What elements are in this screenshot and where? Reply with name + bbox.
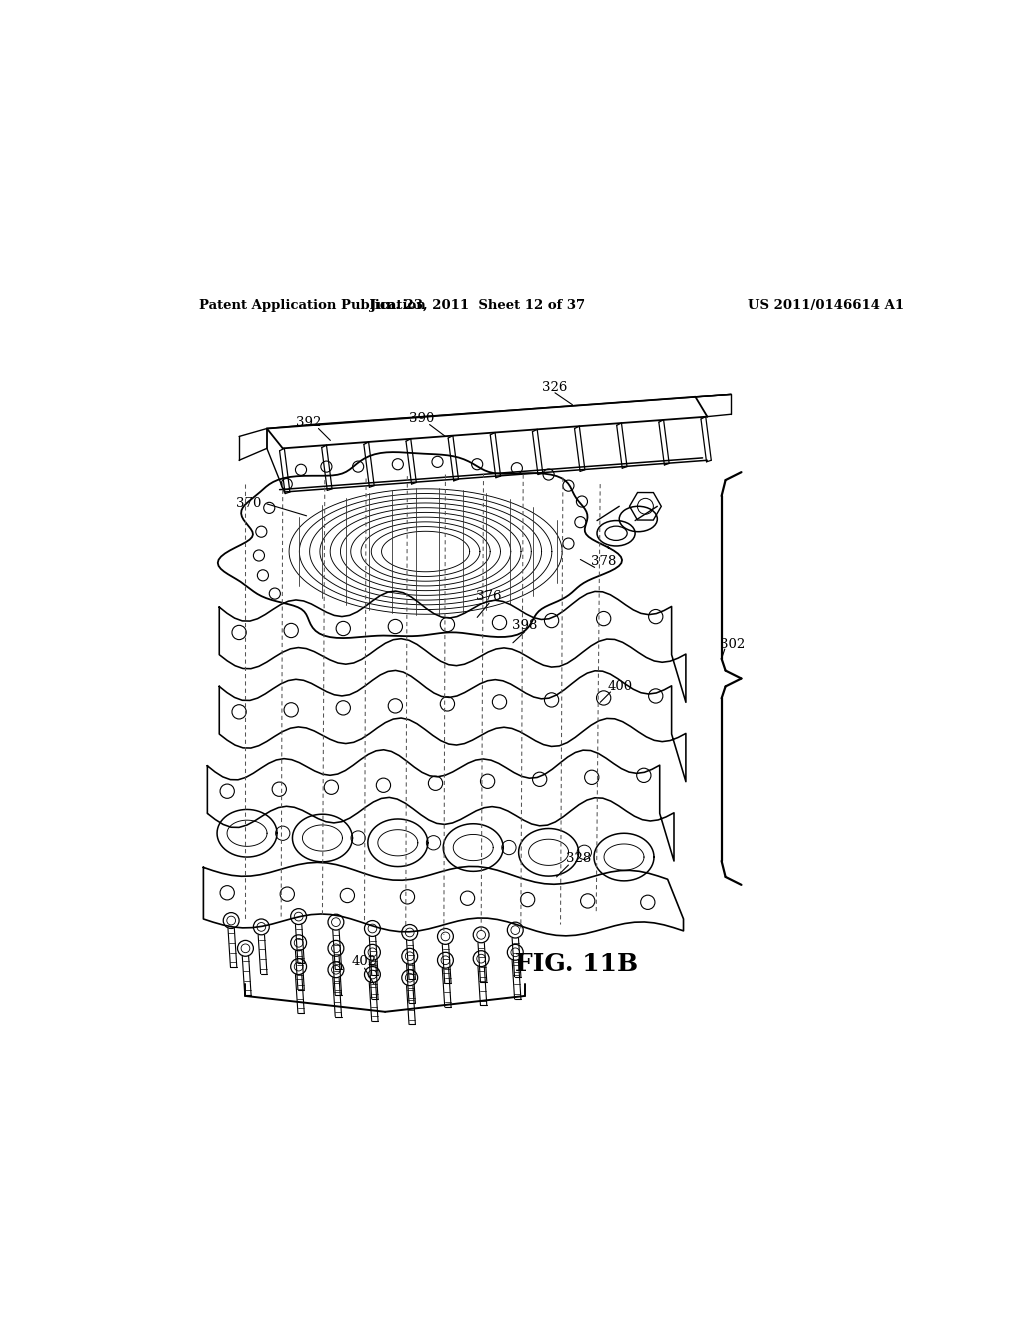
- Text: US 2011/0146614 A1: US 2011/0146614 A1: [749, 300, 904, 312]
- Text: 400: 400: [607, 680, 633, 693]
- Text: 326: 326: [543, 380, 567, 393]
- Text: 378: 378: [592, 556, 616, 569]
- Text: 392: 392: [296, 416, 322, 429]
- Text: FIG. 11B: FIG. 11B: [515, 952, 638, 977]
- Text: 376: 376: [476, 590, 502, 603]
- Text: Jun. 23, 2011  Sheet 12 of 37: Jun. 23, 2011 Sheet 12 of 37: [370, 300, 585, 312]
- Text: 390: 390: [409, 412, 434, 425]
- Text: 402: 402: [352, 956, 377, 969]
- Text: 370: 370: [236, 498, 261, 511]
- Text: 398: 398: [512, 619, 538, 632]
- Text: 328: 328: [566, 853, 592, 865]
- Text: 302: 302: [720, 638, 745, 651]
- Text: Patent Application Publication: Patent Application Publication: [200, 300, 426, 312]
